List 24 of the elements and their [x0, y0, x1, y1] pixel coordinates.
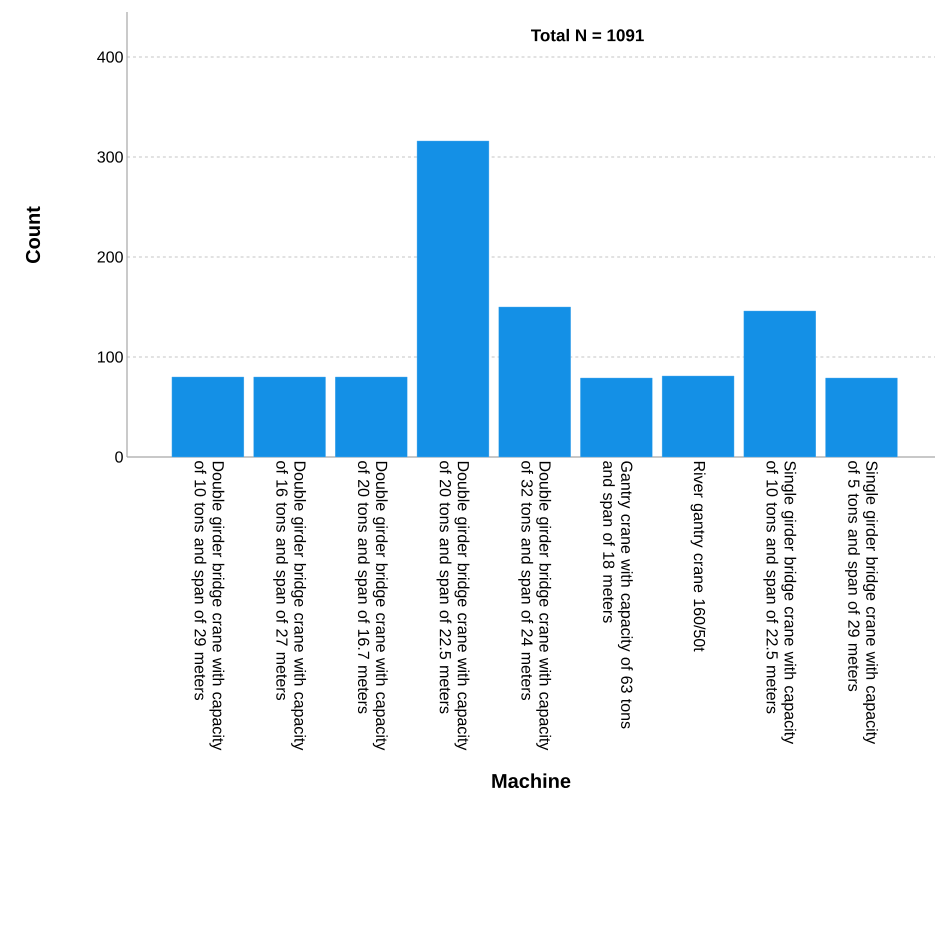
y-tick-label: 100 — [98, 351, 123, 363]
bar — [825, 378, 898, 458]
bar — [498, 306, 571, 458]
bar — [744, 310, 816, 458]
x-tick-label: Double girder bridge crane with capacity of 20 tons and span of 22.5 meters — [436, 461, 470, 750]
x-tick-label: River gantry crane 160/50t — [690, 462, 706, 652]
y-tick-label: 0 — [115, 451, 123, 463]
y-tick-label: 200 — [98, 251, 123, 263]
bar — [416, 140, 490, 458]
annotation: Total N = 1091 — [530, 28, 644, 42]
y-axis-title: Count — [26, 206, 40, 264]
x-tick-label: Double girder bridge crane with capacity of 16 tons and span of 27 meters — [273, 461, 306, 750]
x-tick-label: Double girder bridge crane with capacity of 32 tons and span of 24 meters — [518, 461, 552, 750]
x-tick-label: Double girder bridge crane with capacity of 20 tons and span of 16.7 meters — [354, 461, 388, 750]
y-tick-label: 300 — [97, 151, 123, 163]
bar — [580, 378, 653, 458]
y-tick-label: 400 — [97, 51, 123, 63]
bar — [172, 376, 244, 458]
x-tick-label: Gantry crane with capacity of 63 tons and span of 18 meters — [600, 461, 633, 728]
x-axis-title: Machine — [492, 773, 570, 788]
bar — [253, 376, 326, 458]
x-tick-label: Double girder bridge crane with capacity of 10 tons and span of 29 meters — [191, 461, 224, 750]
bar — [662, 376, 734, 458]
bar — [335, 376, 408, 458]
